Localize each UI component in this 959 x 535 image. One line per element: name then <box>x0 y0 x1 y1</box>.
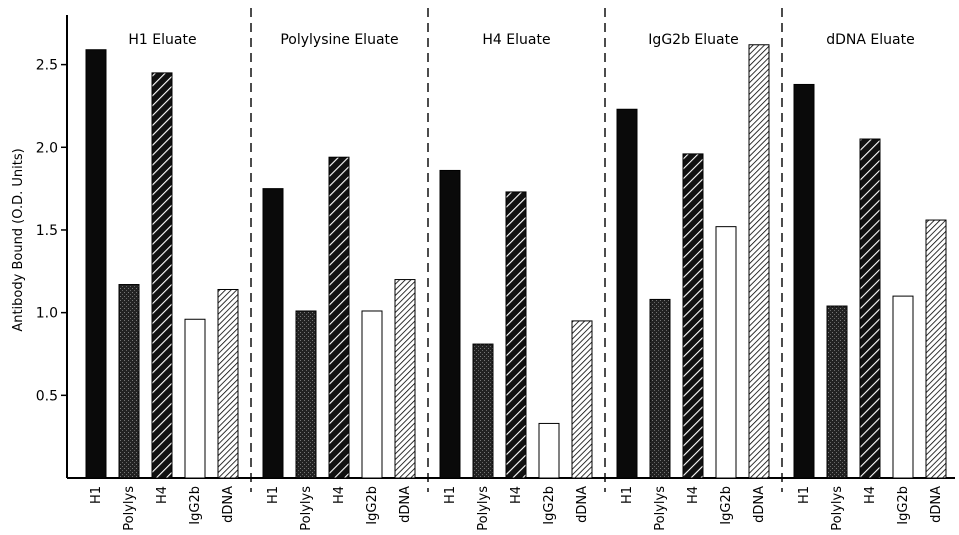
category-label: Polylys <box>122 486 137 531</box>
category-label: Polylys <box>830 486 845 531</box>
category-label: H4 <box>332 486 347 504</box>
bar-polylys <box>118 284 140 479</box>
category-label: H4 <box>155 486 170 504</box>
panel-title: H1 Eluate <box>128 32 196 48</box>
category-label: IgG2b <box>719 486 734 525</box>
y-tick-label: 2.5 <box>36 58 58 74</box>
bar-polylys <box>649 298 671 479</box>
panel-title: IgG2b Eluate <box>648 32 738 48</box>
category-label: H1 <box>620 486 635 504</box>
panel-title: Polylysine Eluate <box>280 32 398 48</box>
bar-h4 <box>151 72 173 479</box>
bar-h1 <box>262 188 284 479</box>
y-ticks: 0.5 1.0 1.5 2.0 2.5 <box>36 58 67 404</box>
bar-ddna <box>748 44 770 479</box>
panel-title: dDNA Eluate <box>826 32 914 48</box>
category-label: H1 <box>89 486 104 504</box>
category-label: H1 <box>443 486 458 504</box>
category-label: H1 <box>266 486 281 504</box>
bar-h4 <box>682 153 704 479</box>
category-label: dDNA <box>221 486 236 523</box>
y-tick-label: 1.0 <box>36 306 58 322</box>
category-label: dDNA <box>575 486 590 523</box>
bar-h1 <box>439 169 461 479</box>
bar-ddna <box>217 288 239 479</box>
bar-h1 <box>793 83 815 479</box>
panel-dividers <box>250 8 783 492</box>
category-label: H4 <box>686 486 701 504</box>
bar-h4 <box>505 191 527 479</box>
category-labels: H1 Polylys H4 IgG2b dDNA H1 Polylys H4 IgG2b dDNA… <box>89 486 944 531</box>
category-label: Polylys <box>653 486 668 531</box>
y-tick-label: 2.0 <box>36 140 58 156</box>
category-label: IgG2b <box>542 486 557 525</box>
category-label: IgG2b <box>188 486 203 525</box>
y-tick-label: 1.5 <box>36 223 58 239</box>
category-label: IgG2b <box>896 486 911 525</box>
bar-polylys <box>826 305 848 479</box>
bar-polylys <box>472 343 494 479</box>
bar-h4 <box>328 156 350 479</box>
bar-ddna <box>394 279 416 479</box>
category-label: H1 <box>797 486 812 504</box>
bar-polylys <box>295 310 317 479</box>
bar-igg2b <box>184 318 206 479</box>
bar-h4 <box>859 138 881 479</box>
bar-h1 <box>616 108 638 479</box>
bar-igg2b <box>892 295 914 479</box>
bar-h1 <box>85 49 107 479</box>
bars <box>85 44 947 479</box>
bar-ddna <box>925 219 947 479</box>
category-label: IgG2b <box>365 486 380 525</box>
panel-titles: H1 Eluate Polylysine Eluate H4 Eluate IgG2b… <box>128 32 914 48</box>
panel-title: H4 Eluate <box>482 32 550 48</box>
category-label: dDNA <box>398 486 413 523</box>
y-axis-title: Antibody Bound (O.D. Units) <box>11 148 26 331</box>
category-label: Polylys <box>476 486 491 531</box>
category-label: H4 <box>863 486 878 504</box>
bar-igg2b <box>361 310 383 479</box>
bar-igg2b <box>715 226 737 479</box>
category-label: H4 <box>509 486 524 504</box>
bar-ddna <box>571 320 593 479</box>
category-label: Polylys <box>299 486 314 531</box>
category-label: dDNA <box>929 486 944 523</box>
bar-igg2b <box>538 422 560 479</box>
y-tick-label: 0.5 <box>36 388 58 404</box>
category-label: dDNA <box>752 486 767 523</box>
